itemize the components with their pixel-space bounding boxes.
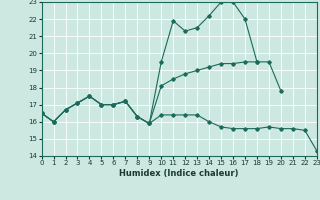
X-axis label: Humidex (Indice chaleur): Humidex (Indice chaleur) <box>119 169 239 178</box>
